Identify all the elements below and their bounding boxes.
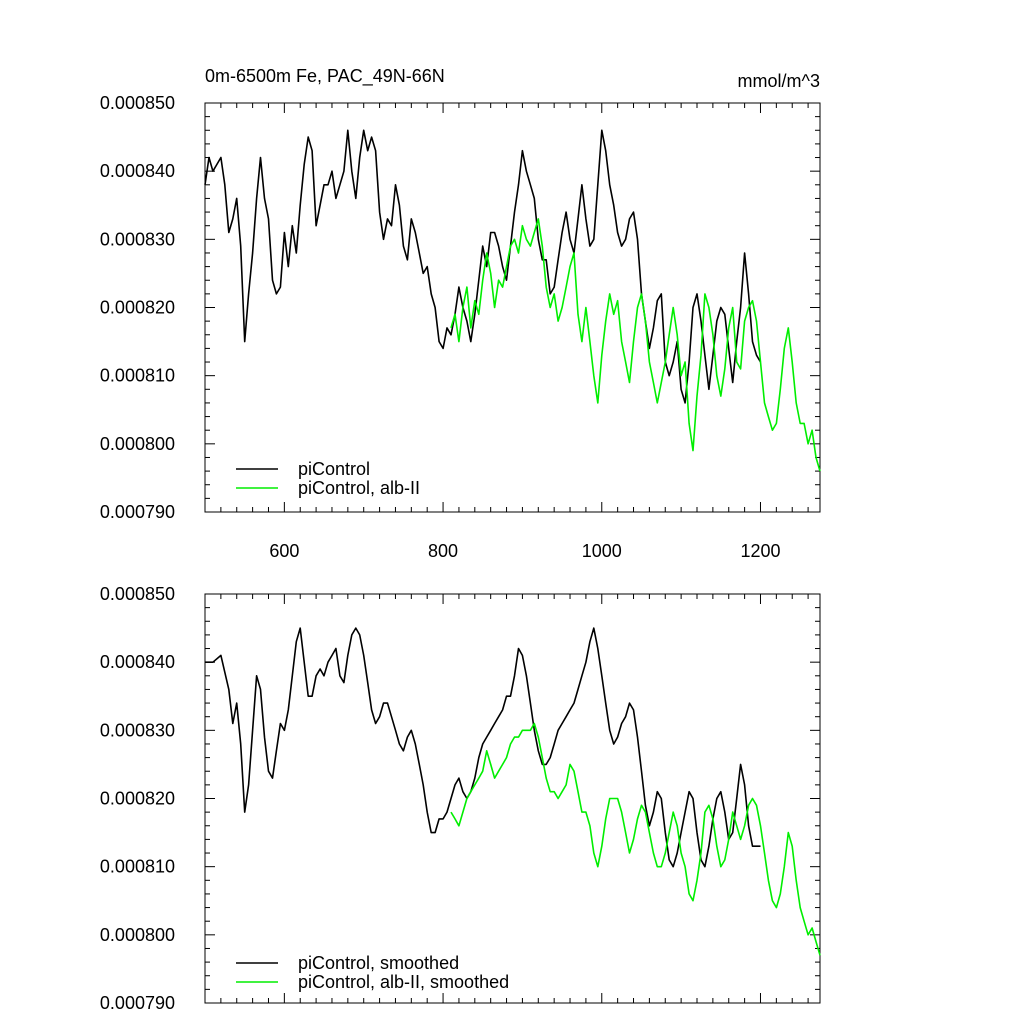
- legend-label: piControl: [298, 459, 370, 479]
- y-tick-label: 0.000810: [100, 366, 175, 386]
- y-tick-label: 0.000850: [100, 584, 175, 604]
- units-label: mmol/m^3: [738, 71, 820, 91]
- y-tick-label: 0.000840: [100, 161, 175, 181]
- plot-frame: [204, 593, 821, 1004]
- x-tick-label: 1000: [582, 541, 622, 561]
- top-panel: 0.000790 0.000800 0.000810 0.000820 0.000830…: [100, 93, 821, 561]
- y-tick-label: 0.000800: [100, 434, 175, 454]
- legend-label: piControl, alb-II, smoothed: [298, 972, 509, 992]
- y-tick-label: 0.000820: [100, 298, 175, 318]
- series-line-2: [450, 218, 821, 472]
- x-tick-label: 600: [269, 541, 299, 561]
- bottom-panel: 0.000790 0.000800 0.000810 0.000820 0.000830…: [100, 584, 821, 1013]
- y-tick-label: 0.000830: [100, 720, 175, 740]
- y-tick-label: 0.000810: [100, 857, 175, 877]
- series-line-2: [450, 722, 821, 956]
- series-line-1: [204, 129, 762, 404]
- series-line-1: [205, 627, 761, 868]
- y-tick-label: 0.000850: [100, 93, 175, 113]
- y-tick-label: 0.000790: [100, 993, 175, 1013]
- legend-label: piControl, smoothed: [298, 953, 459, 973]
- chart-title: 0m-6500m Fe, PAC_49N-66N: [205, 66, 445, 87]
- x-tick-label: 1200: [740, 541, 780, 561]
- legend-label: piControl, alb-II: [298, 478, 420, 498]
- y-tick-label: 0.000820: [100, 789, 175, 809]
- x-tick-label: 800: [428, 541, 458, 561]
- plot-frame: [204, 102, 821, 513]
- y-tick-label: 0.000830: [100, 229, 175, 249]
- y-tick-label: 0.000800: [100, 925, 175, 945]
- y-tick-label: 0.000790: [100, 502, 175, 522]
- y-tick-label: 0.000840: [100, 652, 175, 672]
